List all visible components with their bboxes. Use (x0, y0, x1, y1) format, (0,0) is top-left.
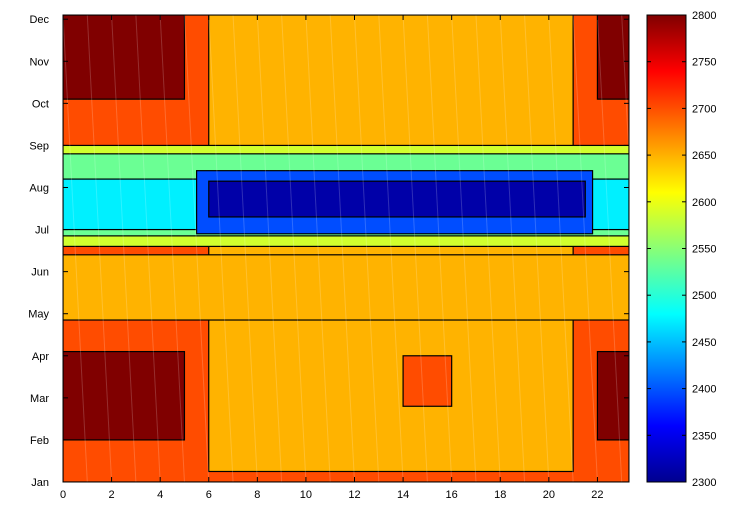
mesh-line (524, 15, 550, 482)
y-tick-label: Apr (32, 351, 49, 363)
plot-area (63, 15, 629, 482)
x-axis: 0 2 4 6 8 10 12 14 16 18 20 22 (60, 15, 604, 501)
mesh-line (183, 15, 210, 482)
y-tick-label: Nov (29, 56, 49, 68)
colorbar-tick-label: 2550 (692, 244, 716, 256)
y-tick-label: Oct (32, 98, 49, 110)
x-tick-label: 20 (543, 489, 555, 501)
y-tick-label: Sep (29, 140, 49, 152)
contour-region-4 (63, 15, 186, 100)
mesh-line (572, 15, 598, 482)
mesh-line (305, 15, 331, 482)
x-tick-label: 0 (60, 489, 66, 501)
colorbar-tick-label: 2750 (692, 57, 716, 69)
mesh-line (402, 15, 428, 482)
colorbar-gradient (646, 14, 687, 483)
y-tick-label: May (28, 309, 49, 321)
mesh-line (621, 15, 629, 165)
mesh-line (86, 15, 113, 482)
mesh-line (281, 15, 307, 482)
x-tick-label: 22 (591, 489, 603, 501)
mesh-line (159, 15, 185, 482)
mesh-line (208, 15, 234, 482)
x-tick-label: 4 (157, 489, 163, 501)
mesh-line (475, 15, 501, 482)
mesh-line (256, 15, 283, 482)
mesh-line (63, 15, 88, 482)
mesh-line (499, 15, 526, 482)
colorbar-tick-label: 2300 (692, 477, 716, 489)
y-axis: Jan Feb Mar Apr May Jun Jul Aug Sep Oct Nov Dec (28, 14, 629, 489)
contour-region-3 (63, 350, 186, 441)
colorbar-tick-label: 2400 (692, 384, 716, 396)
mesh-line (232, 15, 258, 482)
x-tick-label: 8 (254, 489, 260, 501)
mesh-line (354, 15, 380, 482)
colorbar-tick-label: 2700 (692, 103, 716, 115)
colorbar-tick-label: 2800 (692, 10, 716, 22)
triangulation-mesh (63, 15, 629, 482)
colorbar-tick-label: 2600 (692, 197, 716, 209)
mesh-line (596, 15, 623, 482)
colorbar-tick-label: 2450 (692, 337, 716, 349)
x-tick-label: 18 (494, 489, 506, 501)
x-tick-label: 2 (109, 489, 115, 501)
mesh-line (378, 15, 404, 482)
x-tick-label: 10 (300, 489, 312, 501)
mesh-line (548, 15, 574, 482)
x-tick-label: 6 (206, 489, 212, 501)
contour-region-12 (208, 180, 586, 218)
mesh-line (451, 15, 477, 482)
contour-region-5 (596, 350, 629, 441)
y-tick-label: Mar (30, 393, 49, 405)
contour-regions (63, 15, 629, 482)
x-tick-label: 14 (397, 489, 409, 501)
y-tick-label: Jun (31, 267, 49, 279)
mesh-line (135, 15, 161, 482)
mesh-line (63, 472, 64, 482)
colorbar-tick-label: 2500 (692, 290, 716, 302)
contour-region-2 (63, 254, 629, 321)
y-tick-label: Jan (31, 477, 49, 489)
x-tick-label: 12 (348, 489, 360, 501)
y-tick-label: Jul (35, 225, 49, 237)
colorbar: 2300 2350 2400 2450 2500 2550 2600 2650 2700 2750… (646, 10, 716, 489)
colorbar-tick-label: 2350 (692, 430, 716, 442)
y-tick-label: Dec (29, 14, 49, 26)
contour-region-7 (402, 355, 453, 407)
colorbar-ticks: 2300 2350 2400 2450 2500 2550 2600 2650 2700 2750… (647, 10, 716, 489)
mesh-line (426, 15, 453, 482)
y-tick-label: Feb (30, 435, 49, 447)
x-tick-label: 16 (446, 489, 458, 501)
mesh-line (329, 15, 356, 482)
mesh-line (111, 15, 137, 482)
y-tick-label: Aug (29, 182, 49, 194)
colorbar-tick-label: 2650 (692, 150, 716, 162)
plot-frame (62, 14, 630, 483)
